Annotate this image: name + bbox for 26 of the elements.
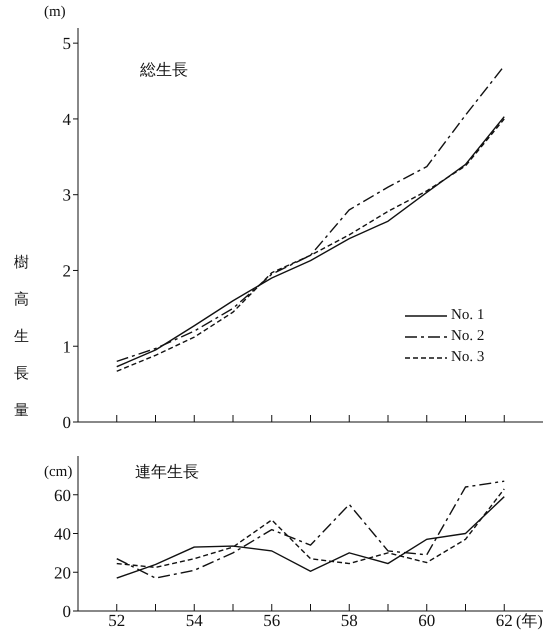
- y-tick-label: 1: [62, 337, 71, 356]
- x-axis-title: (年): [516, 612, 543, 632]
- text: (m): [44, 4, 66, 21]
- x-tick-label: 56: [263, 611, 280, 630]
- y-tick-label: 5: [62, 34, 71, 54]
- x-tick-label: 52: [108, 611, 126, 630]
- y-tick-label: 2: [62, 261, 71, 280]
- text: 連年生長: [135, 462, 199, 483]
- legend-label: No. 3: [451, 349, 484, 366]
- x-tick-label: 54: [186, 611, 204, 630]
- y-tick-label: 0: [62, 602, 71, 622]
- y-tick-label: 3: [62, 186, 71, 205]
- text: 樹高生長量: [14, 255, 29, 419]
- y-tick-label: 0: [62, 413, 71, 432]
- legend-label: No. 2: [451, 328, 484, 345]
- x-tick-label: 60: [418, 611, 436, 630]
- text: 総生長: [140, 60, 188, 81]
- x-tick-label: 62: [496, 611, 513, 630]
- text: (cm): [44, 464, 72, 481]
- y-tick-label: 60: [54, 486, 71, 505]
- legend-label: No. 1: [451, 307, 484, 324]
- y-tick-label: 20: [54, 563, 71, 582]
- y-tick-label: 40: [54, 524, 71, 544]
- line-series: [116, 480, 505, 579]
- x-tick-label: 58: [340, 611, 358, 630]
- y-tick-label: 4: [62, 110, 72, 129]
